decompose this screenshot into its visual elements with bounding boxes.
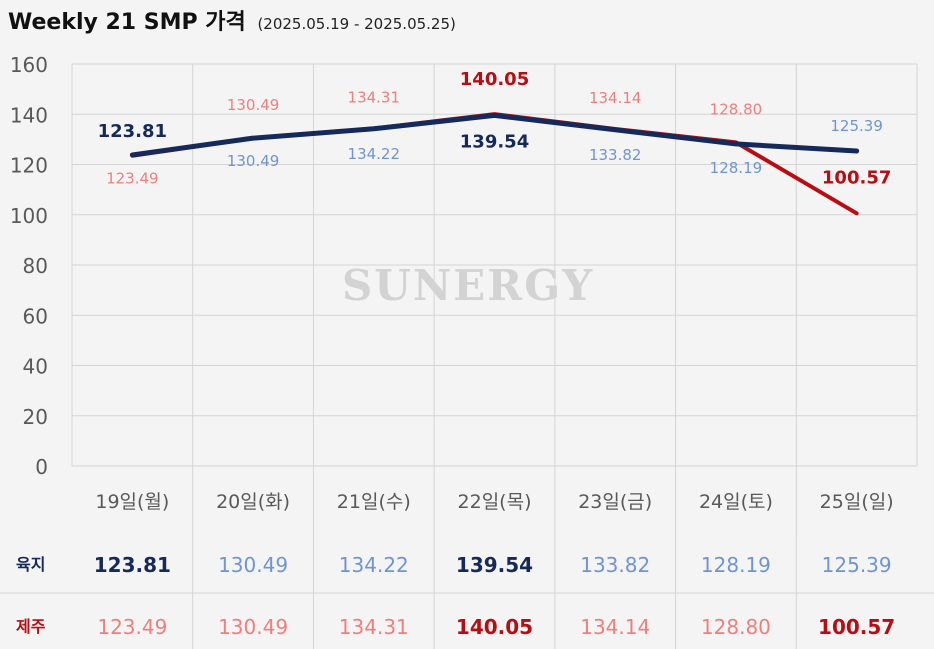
x-tick-label: 19일(월) <box>95 491 169 513</box>
title-main: Weekly 21 SMP 가격 <box>8 10 246 35</box>
table-cell-land: 130.49 <box>218 553 288 577</box>
table-cell-land: 125.39 <box>822 553 892 577</box>
table-cell-jeju: 140.05 <box>456 615 533 639</box>
data-label-jeju: 128.80 <box>710 100 763 118</box>
y-tick-label: 80 <box>23 254 48 278</box>
table-cell-jeju: 123.49 <box>97 615 167 639</box>
data-label-land: 125.39 <box>830 117 883 135</box>
x-tick-label: 20일(화) <box>216 491 290 513</box>
y-tick-label: 140 <box>10 103 48 127</box>
table-cell-jeju: 134.31 <box>339 615 409 639</box>
title-date-range: (2025.05.19 - 2025.05.25) <box>257 15 456 33</box>
table-row-label-jeju: 제주 <box>16 617 46 636</box>
data-label-jeju: 130.49 <box>227 96 280 114</box>
y-tick-label: 100 <box>10 204 48 228</box>
y-tick-label: 0 <box>35 455 48 479</box>
x-tick-label: 25일(일) <box>820 491 894 513</box>
data-label-jeju: 140.05 <box>460 69 529 90</box>
y-tick-label: 120 <box>10 154 48 178</box>
table-cell-jeju: 134.14 <box>580 615 650 639</box>
x-tick-label: 21일(수) <box>337 491 411 513</box>
watermark-text: SUNERGY <box>342 261 594 310</box>
table-cell-land: 123.81 <box>94 553 171 577</box>
table-cell-land: 139.54 <box>456 553 533 577</box>
series-line-land <box>129 112 860 158</box>
x-tick-label: 24일(토) <box>699 491 773 513</box>
table-cell-jeju: 128.80 <box>701 615 771 639</box>
data-label-jeju: 123.49 <box>106 170 159 188</box>
x-tick-label: 22일(목) <box>458 491 532 513</box>
data-label-land: 139.54 <box>460 131 529 152</box>
table-cell-land: 134.22 <box>339 553 409 577</box>
data-label-jeju: 134.31 <box>348 89 401 107</box>
y-tick-label: 40 <box>23 355 48 379</box>
chart-title: Weekly 21 SMP 가격 (2025.05.19 - 2025.05.2… <box>8 4 456 36</box>
data-label-jeju: 134.14 <box>589 89 642 107</box>
data-label-land: 134.22 <box>348 145 401 163</box>
y-tick-label: 160 <box>10 53 48 77</box>
data-label-land: 123.81 <box>98 121 167 142</box>
table-cell-jeju: 100.57 <box>818 615 895 639</box>
y-tick-label: 60 <box>23 304 48 328</box>
y-tick-label: 20 <box>23 405 48 429</box>
table-cell-land: 133.82 <box>580 553 650 577</box>
data-label-land: 130.49 <box>227 152 280 170</box>
data-label-jeju: 100.57 <box>822 167 891 188</box>
x-tick-label: 23일(금) <box>578 491 652 513</box>
data-label-land: 128.19 <box>710 159 763 177</box>
table-cell-land: 128.19 <box>701 553 771 577</box>
data-label-land: 133.82 <box>589 146 642 164</box>
table-cell-jeju: 130.49 <box>218 615 288 639</box>
table-row-label-land: 육지 <box>16 555 45 574</box>
